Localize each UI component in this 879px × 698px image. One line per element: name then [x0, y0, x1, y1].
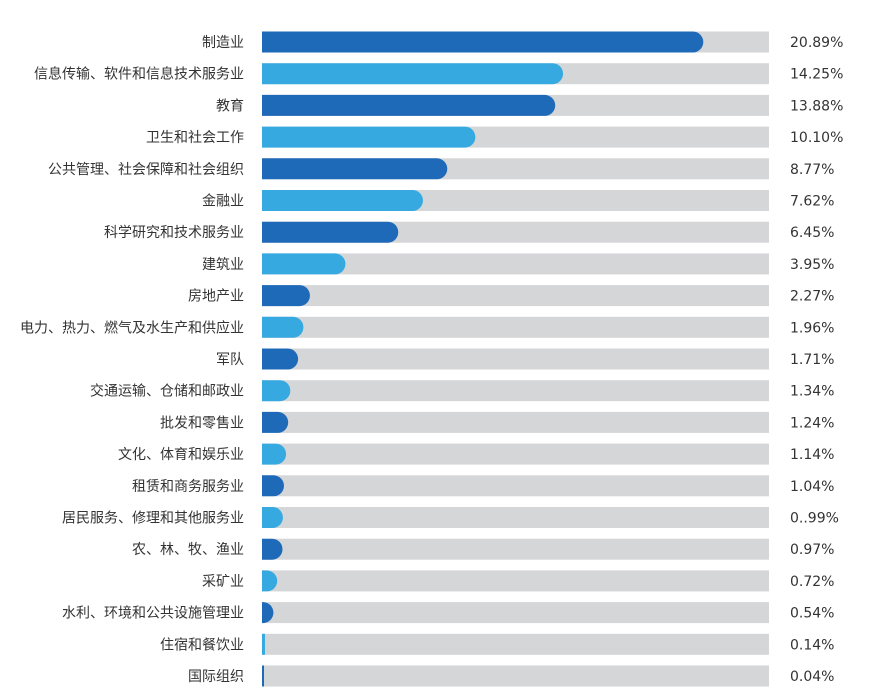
bar-track [262, 602, 769, 624]
bar [262, 285, 310, 307]
bar [262, 63, 564, 85]
bar-track [262, 507, 769, 528]
bar [262, 443, 287, 465]
value-label: 20.89% [790, 35, 843, 51]
category-label: 金融业 [202, 194, 244, 210]
bar-track [262, 253, 769, 275]
category-label: 采矿业 [202, 574, 244, 590]
category-label: 国际组织 [188, 669, 244, 685]
bar-track [262, 633, 769, 655]
bar [262, 380, 291, 402]
category-label: 电力、热力、燃气及水生产和供应业 [20, 319, 244, 336]
value-label: 0..99% [790, 511, 839, 527]
bar-track [262, 348, 769, 370]
bar-track [262, 285, 769, 307]
category-label: 卫生和社会工作 [146, 130, 244, 146]
value-label: 14.25% [790, 67, 843, 83]
value-label: 1.24% [790, 415, 834, 431]
bar [262, 475, 284, 497]
category-label: 居民服务、修理和其他服务业 [62, 511, 244, 527]
value-label: 1.04% [790, 479, 834, 495]
category-label: 水利、环境和公共设施管理业 [62, 606, 244, 622]
bar [262, 411, 289, 433]
category-label: 交通运输、仓储和邮政业 [90, 383, 244, 400]
category-labels: 制造业信息传输、软件和信息技术服务业教育卫生和社会工作公共管理、社会保障和社会组… [20, 35, 244, 685]
bar [262, 316, 304, 338]
category-label: 农、林、牧、渔业 [132, 542, 244, 558]
category-label: 住宿和餐饮业 [160, 636, 244, 653]
value-label: 1.96% [790, 320, 834, 336]
value-label: 7.62% [790, 194, 834, 210]
bar [262, 126, 476, 148]
value-label: 3.95% [790, 257, 834, 273]
bar-track [262, 538, 769, 560]
value-label: 0.04% [790, 669, 834, 685]
category-label: 公共管理、社会保障和社会组织 [48, 162, 244, 178]
category-label: 租赁和商务服务业 [132, 479, 244, 495]
bar-track [262, 316, 769, 338]
bar-track [262, 665, 769, 687]
value-label: 0.14% [790, 637, 834, 653]
bar-track [262, 443, 769, 465]
category-label: 教育 [216, 98, 244, 114]
bar [262, 31, 704, 53]
value-label: 0.72% [790, 574, 834, 590]
value-label: 0.97% [790, 542, 834, 558]
bar [262, 348, 299, 370]
bar [262, 158, 448, 180]
value-label: 1.14% [790, 447, 834, 463]
category-label: 科学研究和技术服务业 [104, 225, 244, 241]
value-label: 6.45% [790, 225, 834, 241]
bar [262, 602, 274, 624]
value-label: 1.34% [790, 384, 834, 400]
value-label: 8.77% [790, 162, 834, 178]
bar [262, 665, 264, 687]
category-label: 军队 [216, 352, 244, 368]
value-label: 1.71% [790, 352, 834, 368]
bar [262, 221, 399, 243]
value-label: 13.88% [790, 98, 843, 114]
bar [262, 190, 423, 211]
bar [262, 538, 283, 560]
bar [262, 94, 556, 116]
category-label: 批发和零售业 [160, 415, 244, 431]
category-label: 信息传输、软件和信息技术服务业 [34, 66, 244, 83]
bar-track [262, 475, 769, 497]
bar-track [262, 411, 769, 433]
category-label: 制造业 [202, 35, 244, 51]
value-label: 2.27% [790, 289, 834, 305]
bar-track [262, 380, 769, 402]
bars [262, 31, 704, 687]
value-label: 10.10% [790, 130, 843, 146]
bar-track [262, 570, 769, 592]
value-labels: 20.89% 14.25% 13.88% 10.10% 8.77% 7.62% 6.45% 3… [790, 35, 843, 685]
bar [262, 633, 265, 655]
category-label: 房地产业 [188, 289, 244, 305]
bar [262, 507, 283, 528]
bar [262, 253, 346, 275]
bar [262, 570, 278, 592]
value-label: 0.54% [790, 606, 834, 622]
category-label: 文化、体育和娱乐业 [118, 447, 244, 463]
category-label: 建筑业 [202, 257, 244, 273]
